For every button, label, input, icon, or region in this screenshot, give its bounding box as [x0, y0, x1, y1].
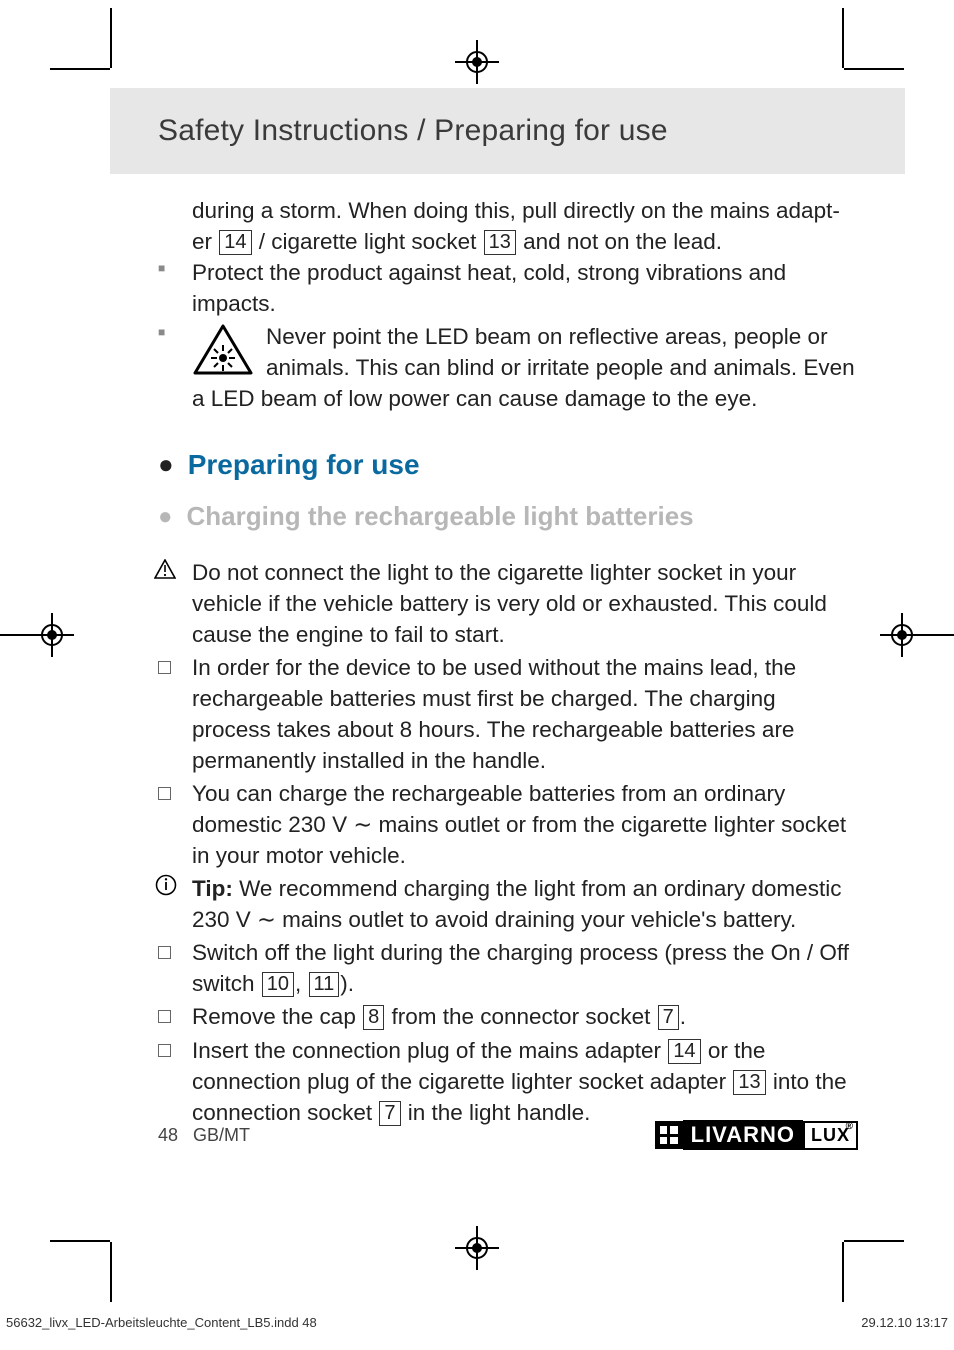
- page-number: 48 GB/MT: [158, 1125, 250, 1146]
- crop-mark: [50, 68, 110, 70]
- page: Safety Instructions / Preparing for use …: [0, 0, 954, 1350]
- body-content: during a storm. When doing this, pull di…: [158, 195, 858, 1130]
- crop-mark: [842, 8, 844, 68]
- part-ref-7: 7: [658, 1005, 679, 1030]
- warning-triangle-icon: [154, 559, 176, 588]
- crop-mark: [844, 68, 904, 70]
- part-ref-11: 11: [309, 972, 340, 997]
- brand-logo-sub: LUX®: [803, 1121, 858, 1150]
- laser-warning-icon: [192, 323, 254, 377]
- brand-logo: LIVARNO LUX®: [655, 1120, 858, 1150]
- heading-charging: Charging the rechargeable light batterie…: [158, 499, 858, 535]
- part-ref-10: 10: [262, 972, 294, 997]
- registration-mark-icon: [455, 40, 499, 84]
- registration-mark-icon: [30, 613, 74, 657]
- section-header: Safety Instructions / Preparing for use: [110, 88, 905, 174]
- info-circle-icon: [154, 873, 178, 897]
- warning-vehicle-battery: Do not connect the light to the cigarett…: [158, 557, 858, 650]
- step-230v: You can charge the rechargeable batterie…: [158, 778, 858, 871]
- print-slug: 56632_livx_LED-Arbeitsleuchte_Content_LB…: [6, 1315, 948, 1330]
- continuation-text: er 14 / cigarette light socket 13 and no…: [192, 226, 858, 257]
- part-ref-14: 14: [668, 1039, 700, 1064]
- tip-label: Tip:: [192, 876, 233, 901]
- brand-logo-text: LIVARNO: [683, 1120, 803, 1150]
- bullet-laser: Never point the LED beam on reflective a…: [158, 321, 858, 414]
- step-remove-cap: Remove the cap 8 from the connector sock…: [158, 1001, 858, 1032]
- section-title: Safety Instructions / Preparing for use: [158, 114, 668, 148]
- heading-preparing: Preparing for use: [158, 446, 858, 485]
- registration-mark-icon: [455, 1226, 499, 1270]
- part-ref-13: 13: [484, 230, 516, 255]
- step-charge-8h: In order for the device to be used witho…: [158, 652, 858, 776]
- part-ref-8: 8: [363, 1005, 384, 1030]
- step-insert-plug: Insert the connection plug of the mains …: [158, 1035, 858, 1128]
- crop-mark: [110, 1242, 112, 1302]
- registration-mark-icon: [880, 613, 924, 657]
- slug-timestamp: 29.12.10 13:17: [861, 1315, 948, 1330]
- slug-file: 56632_livx_LED-Arbeitsleuchte_Content_LB…: [6, 1315, 317, 1330]
- page-footer: 48 GB/MT LIVARNO LUX®: [158, 1120, 858, 1150]
- crop-mark: [844, 1240, 904, 1242]
- brand-logo-icon: [655, 1121, 683, 1149]
- crop-mark: [50, 1240, 110, 1242]
- step-switch-off: Switch off the light during the charging…: [158, 937, 858, 999]
- continuation-text: during a storm. When doing this, pull di…: [192, 195, 858, 226]
- tip-charging: Tip: We recommend charging the light fro…: [158, 873, 858, 935]
- crop-mark: [110, 8, 112, 68]
- crop-mark: [842, 1242, 844, 1302]
- bullet-protect: Protect the product against heat, cold, …: [158, 257, 858, 319]
- part-ref-13: 13: [733, 1070, 765, 1095]
- part-ref-14: 14: [219, 230, 251, 255]
